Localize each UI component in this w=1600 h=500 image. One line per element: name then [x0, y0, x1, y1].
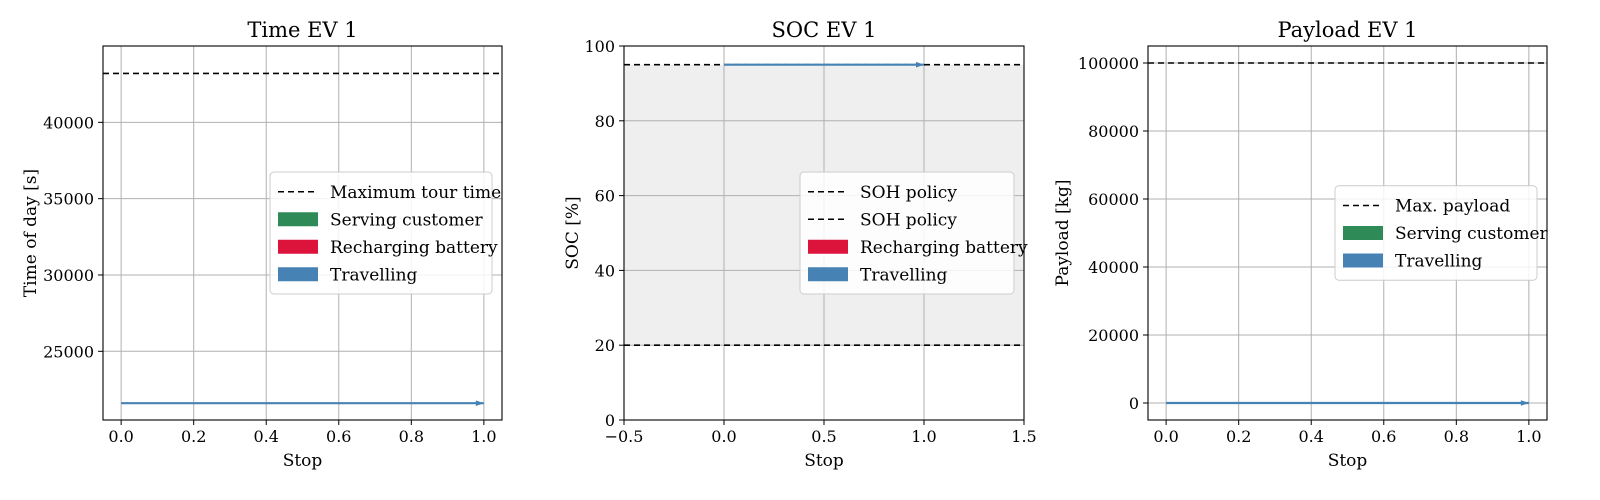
legend-label: Travelling — [860, 265, 948, 285]
chart-title: Time EV 1 — [247, 18, 357, 42]
legend-label: Travelling — [1395, 252, 1483, 272]
x-axis-label: Stop — [283, 451, 323, 471]
legend-patch-swatch — [1343, 226, 1383, 240]
y-tick-label: 35000 — [43, 190, 94, 209]
chart-title: SOC EV 1 — [772, 18, 877, 42]
y-tick-label: 60 — [595, 187, 615, 206]
y-tick-label: 25000 — [43, 342, 94, 361]
y-tick-label: 30000 — [43, 266, 94, 285]
legend-patch-swatch — [808, 267, 848, 282]
legend-box — [799, 171, 1015, 295]
x-tick-label: 0.6 — [326, 427, 351, 446]
legend-patch-swatch — [1343, 253, 1383, 268]
legend-box — [1334, 185, 1538, 281]
chart-panel-1: 0.0 0.2 0.4 0.6 0.8 1.0 25000 30000 35000 40000 Ti… — [21, 18, 503, 471]
x-tick-label: 0.4 — [1299, 427, 1324, 446]
legend-label: Recharging battery — [860, 238, 1028, 258]
x-tick-label: 0.6 — [1371, 427, 1396, 446]
x-tick-label: 1.0 — [471, 427, 496, 446]
x-axis-label: Stop — [1328, 451, 1368, 471]
x-tick-label: 0.2 — [181, 427, 206, 446]
x-tick-label: 1.5 — [1011, 427, 1036, 446]
legend-label: Serving customer — [1395, 224, 1549, 244]
y-tick-label: 20000 — [1088, 326, 1139, 345]
y-tick-label: 0 — [605, 411, 615, 430]
x-tick-label: 0.4 — [254, 427, 279, 446]
y-tick-label: 40000 — [43, 113, 94, 132]
legend-patch-swatch — [808, 239, 848, 254]
x-tick-label: 1.0 — [1516, 427, 1541, 446]
y-axis-label: Payload [kg] — [1053, 180, 1073, 287]
y-tick-label: 40000 — [1088, 258, 1139, 277]
x-tick-label: 0.0 — [1153, 427, 1178, 446]
y-tick-label: 0 — [1129, 394, 1139, 413]
x-tick-label: 1.0 — [911, 427, 936, 446]
x-tick-label: 0.8 — [1444, 427, 1469, 446]
legend-patch-swatch — [278, 212, 318, 227]
x-axis-label: Stop — [804, 451, 844, 471]
legend: Max. payload Serving customer Travelling — [1334, 185, 1549, 281]
x-tick-label: −0.5 — [605, 427, 644, 446]
y-tick-label: 100 — [584, 37, 615, 56]
plot-frame — [102, 45, 503, 421]
legend-label: SOH policy — [860, 183, 957, 203]
x-tick-label: 0.8 — [399, 427, 424, 446]
legend: SOH policy SOH policy Recharging battery Tr… — [799, 171, 1028, 295]
legend-label: Max. payload — [1395, 197, 1510, 217]
chart-title: Payload EV 1 — [1277, 18, 1417, 42]
y-tick-label: 80000 — [1088, 122, 1139, 141]
x-tick-label: 0.5 — [811, 427, 836, 446]
y-tick-label: 20 — [595, 336, 615, 355]
x-tick-label: 0.2 — [1226, 427, 1251, 446]
y-tick-label: 60000 — [1088, 190, 1139, 209]
legend-label: Recharging battery — [330, 238, 498, 258]
legend-label: Travelling — [330, 265, 418, 285]
y-tick-label: 80 — [595, 112, 615, 131]
y-axis-label: SOC [%] — [563, 196, 583, 269]
legend-label: Serving customer — [330, 210, 484, 230]
chart-panel-3: 0.0 0.2 0.4 0.6 0.8 1.0 0 20000 40000 60000 80000 1… — [1053, 18, 1549, 471]
y-tick-label: 100000 — [1078, 54, 1139, 73]
chart-panel-2: −0.5 0.0 0.5 1.0 1.5 0 20 40 60 80 100 SOC EV 1 Stop… — [563, 18, 1037, 471]
legend-label: Maximum tour time — [330, 183, 501, 203]
legend-label: SOH policy — [860, 210, 957, 230]
x-tick-label: 0.0 — [108, 427, 133, 446]
legend-patch-swatch — [278, 267, 318, 282]
legend: Maximum tour time Serving customer Recharg… — [269, 171, 501, 295]
x-tick-label: 0.0 — [711, 427, 736, 446]
legend-patch-swatch — [278, 239, 318, 254]
legend-box — [269, 171, 493, 295]
y-tick-label: 40 — [595, 261, 615, 280]
y-axis-label: Time of day [s] — [21, 169, 41, 297]
plot-frame — [1147, 45, 1548, 421]
